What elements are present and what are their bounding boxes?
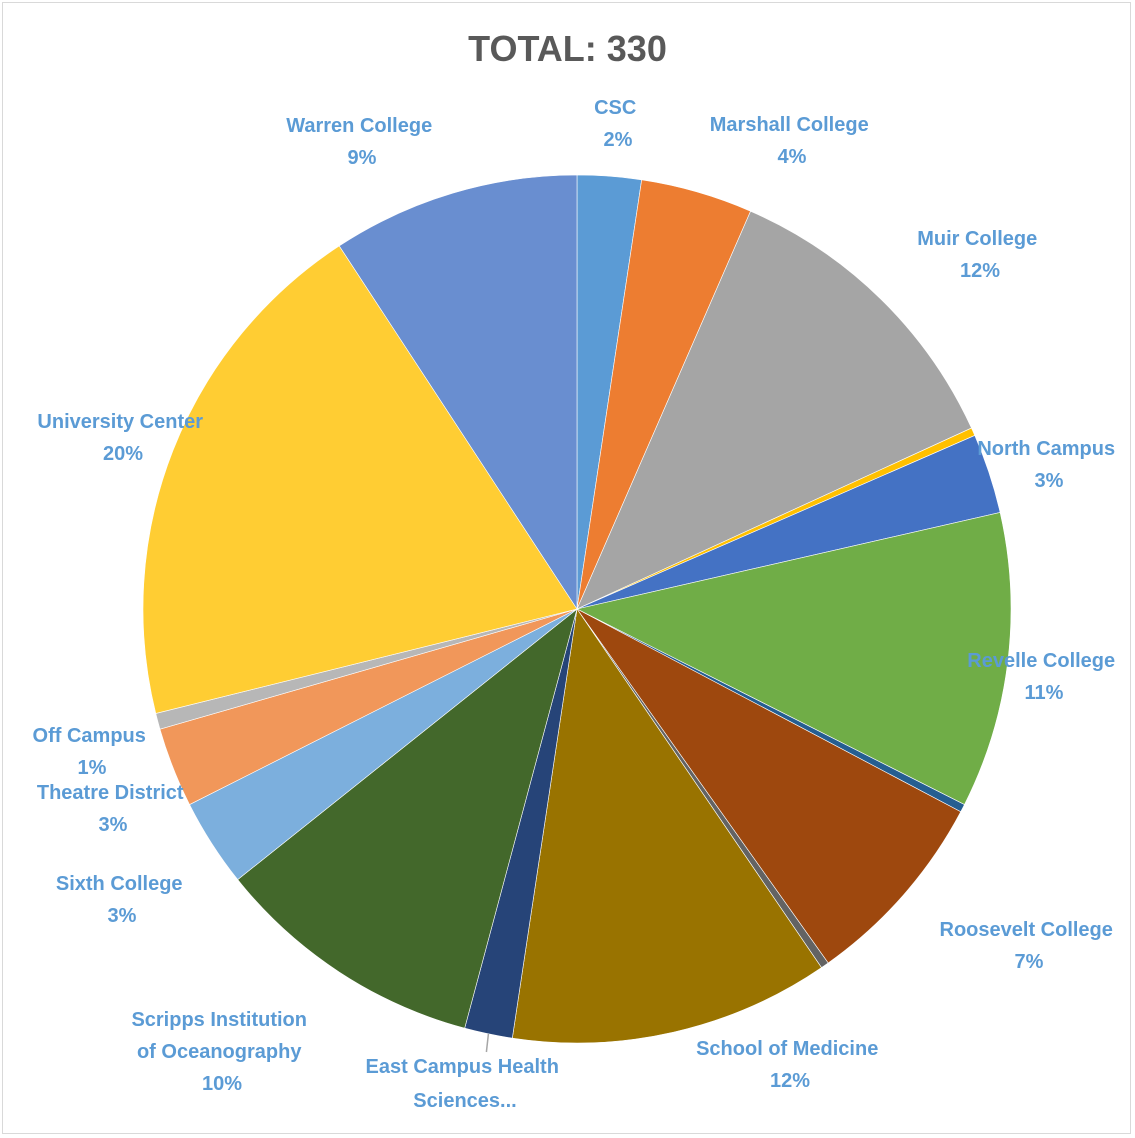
- data-labels: CSC 2% Marshall College 4% Muir College …: [33, 97, 1120, 1112]
- label-sixth-college: Sixth College 3%: [56, 873, 188, 927]
- label-roosevelt-college: Roosevelt College 7%: [940, 919, 1119, 973]
- label-revelle-college: Revelle College 11%: [967, 650, 1120, 704]
- pie-slices: [142, 174, 1012, 1044]
- pie-slice-university-center: [142, 245, 578, 714]
- label-csc: CSC 2%: [594, 97, 642, 151]
- label-muir-college: Muir College 12%: [917, 228, 1043, 282]
- label-east-campus-health-sciences: East Campus Health Sciences...: [366, 1056, 565, 1112]
- pie-slice-warren-college: [338, 174, 578, 611]
- pie-slice-revelle-college: [576, 512, 1012, 805]
- label-university-center: University Center 20%: [37, 411, 208, 465]
- pie-slice-scripps-institution-of-oceanography: [237, 608, 578, 1029]
- label-theatre-district: Theatre District 3%: [37, 782, 189, 836]
- pie-slice-muir-college: [576, 210, 972, 610]
- leader-line: [485, 1033, 490, 1053]
- label-school-of-medicine: School of Medicine 12%: [696, 1038, 884, 1092]
- label-off-campus: Off Campus 1%: [33, 725, 152, 779]
- label-scripps-institution: Scripps Institution of Oceanography 10%: [131, 1009, 312, 1095]
- label-north-campus: North Campus 3%: [977, 438, 1120, 492]
- label-marshall-college: Marshall College 4%: [710, 114, 875, 168]
- label-warren-college: Warren College 9%: [286, 115, 438, 169]
- chart-title: TOTAL: 330: [468, 28, 667, 69]
- pie-slice-roosevelt-college: [576, 608, 962, 964]
- pie-slice-school-of-medicine: [511, 608, 822, 1044]
